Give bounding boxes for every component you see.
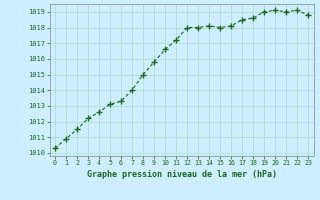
X-axis label: Graphe pression niveau de la mer (hPa): Graphe pression niveau de la mer (hPa) bbox=[87, 170, 276, 179]
